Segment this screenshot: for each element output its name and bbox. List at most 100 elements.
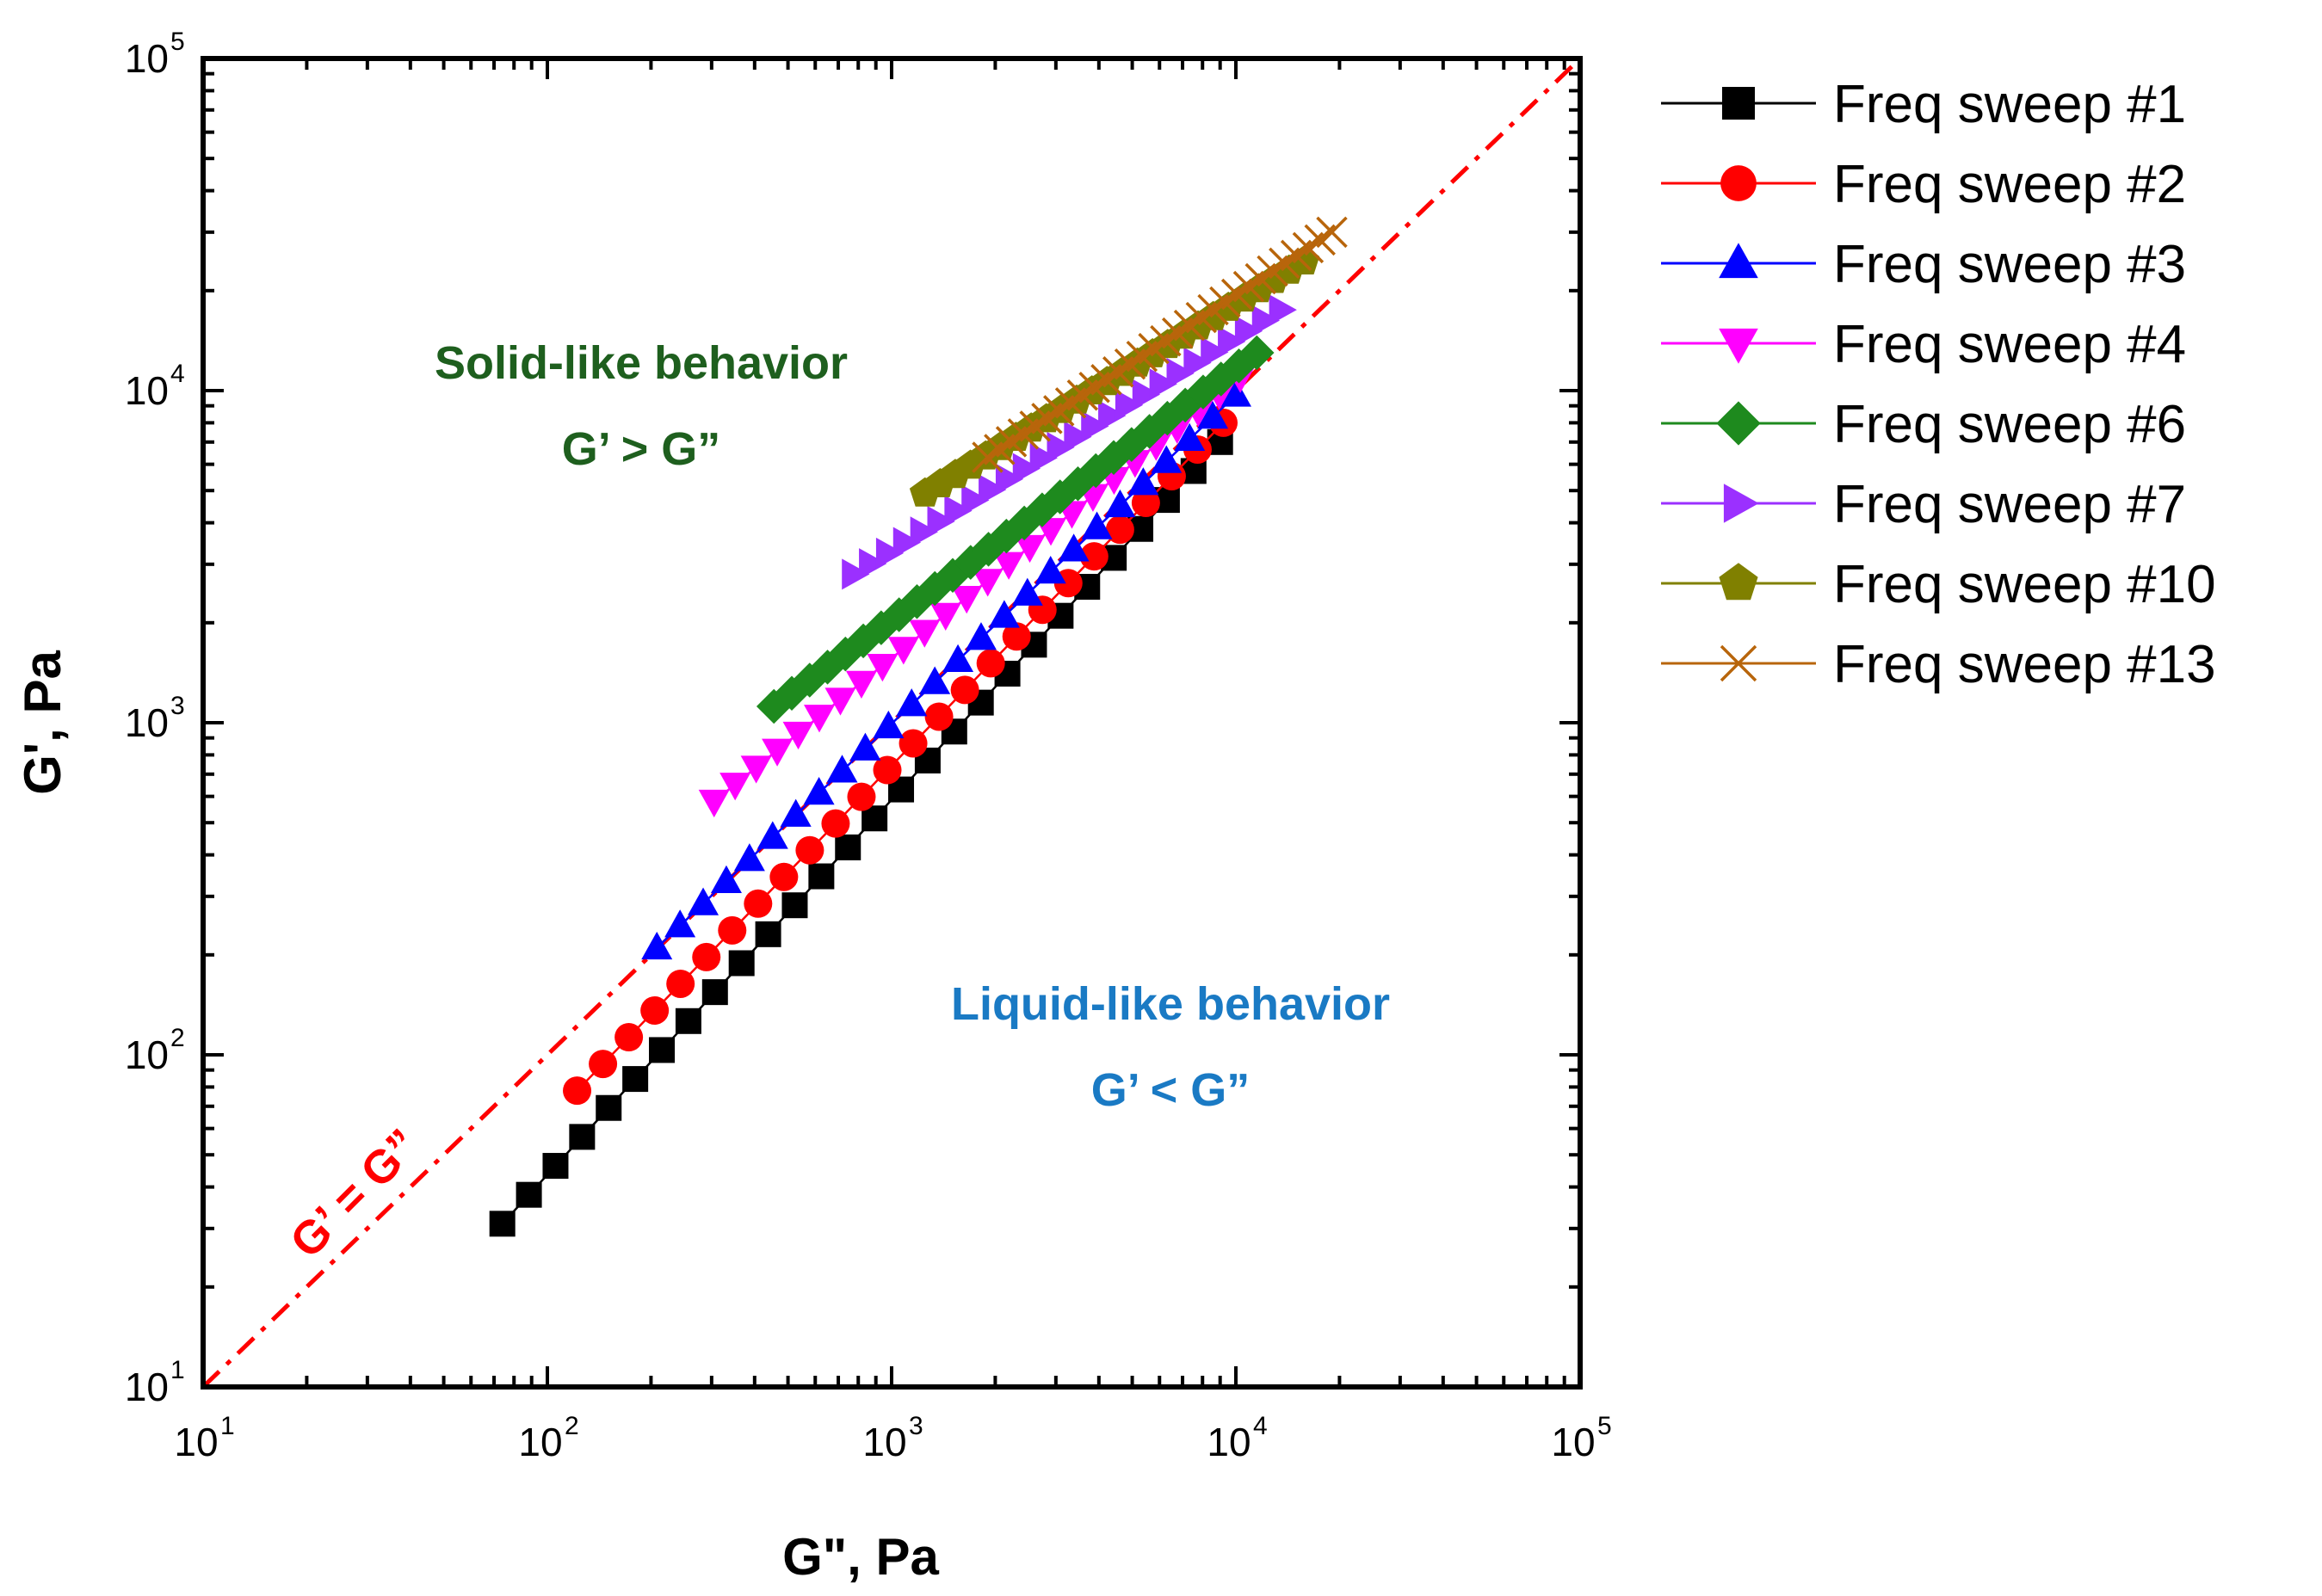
legend-label: Freq sweep #7 [1833, 475, 2186, 534]
y-tick-label: 10 [125, 368, 169, 413]
data-point [919, 666, 951, 694]
data-point [698, 789, 730, 818]
x-tick-label: 10 [862, 1420, 906, 1464]
data-point [1064, 421, 1092, 453]
data-point [826, 755, 858, 783]
data-point [867, 653, 899, 682]
series-layer [489, 216, 1348, 1237]
legend-marker [1719, 563, 1758, 601]
data-point [873, 710, 905, 739]
data-point [1149, 368, 1177, 400]
legend-item: Freq sweep #10 [1661, 555, 2216, 614]
legend-item: Freq sweep #13 [1661, 635, 2216, 694]
legend: Freq sweep #1 Freq sweep #2 Freq sweep #3 F… [1661, 75, 2216, 694]
data-point [664, 909, 696, 938]
x-tick-exponent: 2 [565, 1412, 579, 1440]
y-tick-label: 10 [125, 1365, 169, 1409]
data-point [873, 755, 902, 785]
legend-label: Freq sweep #13 [1833, 635, 2216, 694]
y-tick-exponent: 1 [170, 1356, 185, 1384]
data-point [804, 705, 836, 733]
data-point [965, 622, 997, 650]
data-point [1081, 410, 1109, 442]
data-point [847, 782, 876, 811]
data-point [692, 942, 721, 971]
data-point [961, 484, 990, 516]
legend-item: Freq sweep #7 [1661, 475, 2186, 534]
data-point [489, 1211, 516, 1237]
data-point [1105, 515, 1134, 545]
data-point [896, 688, 928, 717]
x-tick-label: 10 [1207, 1420, 1251, 1464]
y-tick-exponent: 3 [170, 692, 185, 720]
data-point [666, 969, 695, 998]
y-tick-exponent: 2 [170, 1024, 185, 1052]
series-4 [698, 365, 1257, 818]
data-point [733, 843, 765, 872]
data-point [1034, 555, 1066, 584]
data-point [563, 1076, 592, 1106]
data-point [835, 834, 861, 860]
legend-marker [1720, 644, 1757, 682]
y-tick-exponent: 5 [170, 28, 185, 56]
reference-line-label: G’ = G” [281, 1119, 429, 1268]
data-point [1316, 216, 1348, 249]
data-point [649, 1037, 676, 1063]
data-point [1239, 335, 1275, 371]
x-tick-exponent: 4 [1253, 1412, 1268, 1440]
data-point [1002, 622, 1031, 651]
data-point [976, 649, 1005, 678]
legend-item: Freq sweep #4 [1661, 315, 2186, 374]
legend-label: Freq sweep #6 [1833, 395, 2186, 454]
data-point [1104, 489, 1136, 518]
data-point [951, 586, 983, 614]
data-point [1079, 542, 1109, 571]
data-point [769, 862, 799, 891]
legend-label: Freq sweep #1 [1833, 75, 2186, 134]
legend-marker [1723, 484, 1759, 523]
data-point [780, 798, 812, 827]
data-point [1132, 379, 1161, 410]
y-axis-title: G', Pa [14, 650, 71, 795]
data-point [944, 495, 973, 527]
series-6 [842, 294, 1297, 590]
data-point [569, 1124, 596, 1150]
series-3 [641, 379, 1251, 960]
data-point [1269, 294, 1297, 326]
legend-item: Freq sweep #1 [1661, 75, 2186, 134]
series-line [501, 441, 1221, 1225]
legend-marker [1720, 165, 1757, 201]
data-point [641, 931, 673, 960]
data-point [1047, 431, 1075, 463]
data-point [1218, 326, 1246, 358]
data-point [924, 702, 954, 731]
data-point [1058, 533, 1090, 562]
liquid-like-annotation: Liquid-like behavior [951, 978, 1390, 1030]
data-point [972, 569, 1004, 597]
legend-label: Freq sweep #3 [1833, 235, 2186, 294]
data-point [596, 1094, 622, 1121]
data-point [1234, 315, 1263, 347]
data-point [1174, 422, 1206, 452]
data-point [808, 863, 835, 890]
data-point [762, 738, 794, 767]
data-point [719, 773, 751, 801]
legend-item: Freq sweep #2 [1661, 155, 2186, 214]
x-tick-exponent: 3 [909, 1412, 923, 1440]
x-tick-label: 10 [174, 1420, 218, 1464]
data-point [757, 821, 788, 849]
legend-item: Freq sweep #6 [1661, 395, 2186, 454]
data-point [910, 516, 938, 548]
data-point [1011, 577, 1043, 606]
data-point [1115, 389, 1144, 421]
x-tick-label: 10 [1551, 1420, 1595, 1464]
data-point [589, 1050, 618, 1079]
data-point [875, 537, 905, 569]
data-point [1201, 336, 1229, 368]
data-point [1197, 401, 1229, 429]
data-point [718, 915, 747, 945]
data-point [979, 474, 1007, 506]
x-tick-exponent: 1 [220, 1412, 235, 1440]
data-point [859, 548, 887, 580]
